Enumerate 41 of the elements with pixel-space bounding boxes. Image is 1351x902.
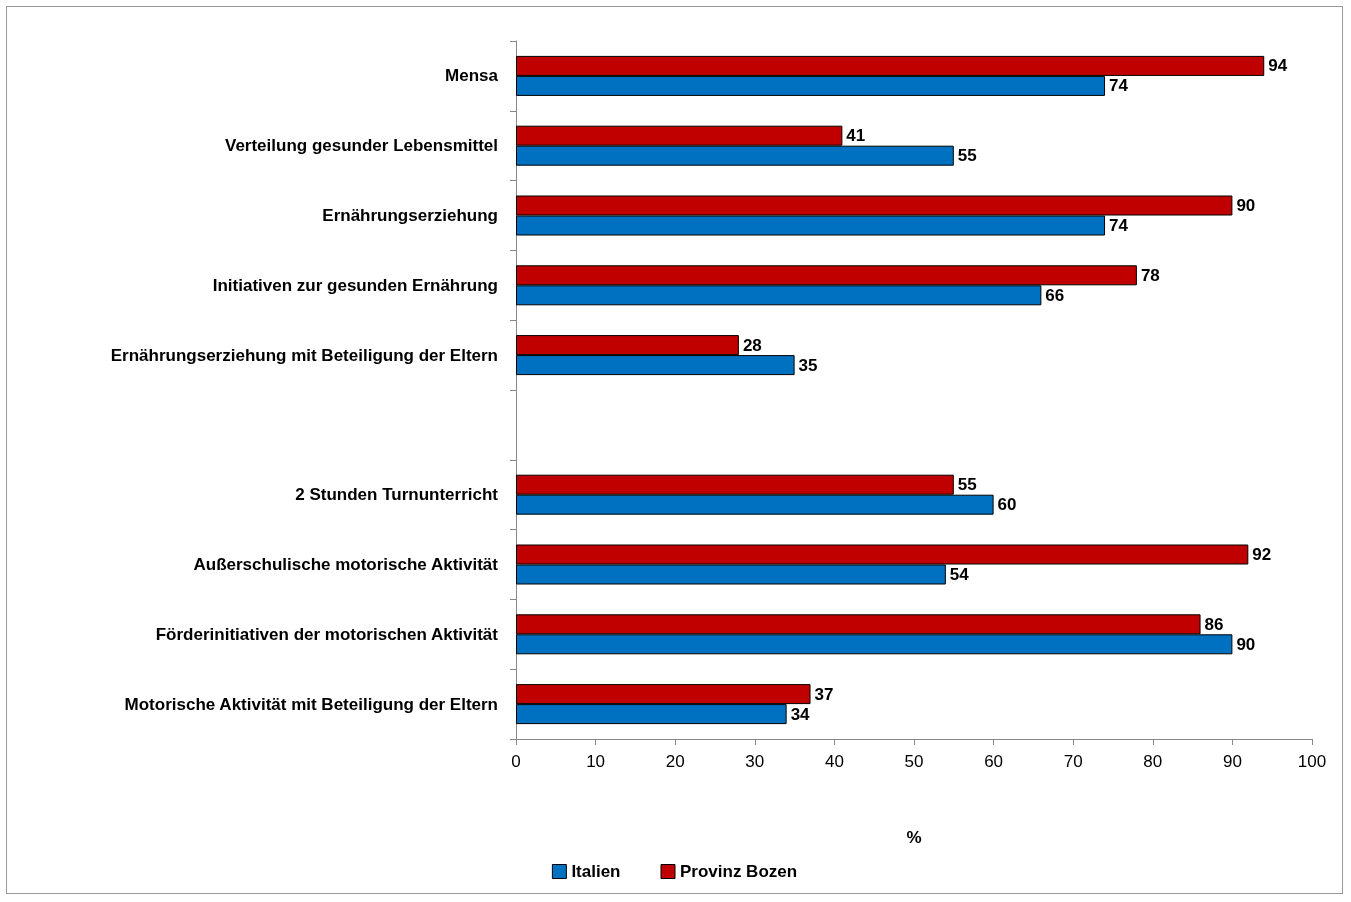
data-label: 28 [742, 335, 762, 355]
data-label: 60 [997, 495, 1017, 515]
y-tick-label: Ernährungserziehung mit Beteiligung der Eltern [110, 345, 498, 365]
y-tick-label: Förderinitiativen der motorischen Aktivität [155, 624, 499, 644]
data-label: 54 [949, 565, 970, 584]
data-label: 66 [1045, 285, 1065, 305]
data-label: 55 [957, 475, 977, 495]
data-label: 94 [1268, 56, 1288, 76]
legend-label: Provinz Bozen [680, 862, 798, 881]
data-label: 90 [1236, 196, 1256, 215]
x-tick-label: 70 [1063, 752, 1083, 771]
y-tick-label: Initiativen zur gesunden Ernährung [212, 275, 498, 295]
x-tick-label: 60 [984, 752, 1004, 771]
y-tick-label: Verteilung gesunder Lebensmittel [224, 136, 498, 156]
y-tick-label: Motorische Aktivität mit Beteiligung der Eltern [124, 694, 498, 714]
x-tick-label: 10 [586, 752, 606, 771]
x-tick-label: 40 [824, 752, 844, 771]
y-tick-label: Mensa [445, 66, 499, 86]
data-label: 78 [1140, 265, 1160, 285]
data-label: 34 [790, 704, 811, 724]
y-tick-label: Ernährungserziehung [322, 206, 498, 225]
y-tick-label: 2 Stunden Turnunterricht [295, 485, 499, 505]
x-tick-label: 30 [745, 752, 765, 771]
legend-label: Italien [571, 862, 621, 881]
data-label: 37 [814, 684, 834, 704]
data-label: 35 [798, 355, 818, 375]
x-tick-label: 20 [665, 752, 685, 771]
data-label: 90 [1236, 634, 1256, 654]
x-tick-label: 50 [904, 752, 924, 771]
x-axis-title: % [906, 828, 922, 847]
x-tick-label: 100 [1297, 752, 1327, 771]
data-label: 86 [1204, 614, 1224, 634]
data-label: 55 [957, 146, 977, 166]
y-tick-label: Außerschulische motorische Aktivität [193, 555, 499, 574]
x-tick-label: 0 [511, 752, 521, 771]
data-label: 92 [1252, 545, 1272, 564]
data-label: 74 [1109, 76, 1129, 96]
x-tick-label: 80 [1143, 752, 1163, 771]
data-label: 41 [846, 126, 866, 146]
x-tick-label: 90 [1222, 752, 1242, 771]
data-label: 74 [1109, 216, 1129, 235]
